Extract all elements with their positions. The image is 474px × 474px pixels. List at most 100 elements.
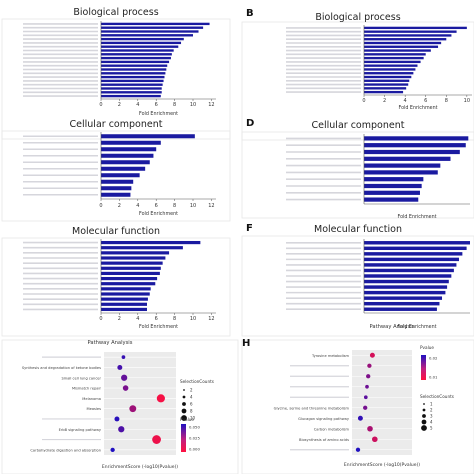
x-tick-label: 12	[208, 102, 214, 108]
bar	[364, 38, 447, 41]
bar	[101, 166, 146, 171]
pathway-dot	[110, 447, 115, 453]
pathway-label: Mismatch repair	[72, 387, 102, 391]
bar	[364, 45, 439, 48]
x-tick-label: 10	[190, 316, 196, 322]
x-tick-label: 6	[155, 316, 158, 322]
pathway-dot	[121, 355, 126, 359]
panel-letter: F	[246, 223, 253, 234]
bar-panel-4: Cellular component D Fold Enrichment	[241, 118, 474, 220]
pvalue-colorbar	[181, 424, 186, 452]
bar	[364, 53, 426, 56]
x-tick-label: 4	[136, 203, 139, 209]
x-axis-label: EnrichmentScore (-log10(Pvalue))	[344, 462, 420, 468]
pathway-dot	[152, 435, 161, 444]
pvalue-tick-label: 0.025	[189, 435, 200, 440]
bar	[364, 49, 431, 52]
legend-size-label: 6	[190, 401, 193, 406]
bar	[364, 241, 470, 245]
pathway-label: Melanoma	[82, 397, 101, 401]
pathway-dot	[114, 416, 120, 422]
bar	[364, 90, 404, 94]
x-tick-label: 10	[464, 98, 470, 104]
bar	[101, 60, 170, 64]
bar	[364, 285, 448, 289]
bar	[364, 263, 457, 267]
pathway-panel-2: Pathway Analysis H Tyrosine metabolism Glyc…	[241, 324, 474, 474]
bar-panel-2: Biological process B 0 2 4 6 8 10 Fold Enrichmen…	[241, 8, 474, 141]
x-axis-label: EnrichmentScore (-log10(Pvalue))	[102, 464, 178, 470]
bar	[101, 173, 140, 178]
panel-frame	[241, 235, 474, 337]
bar	[101, 72, 166, 75]
bar	[101, 160, 150, 165]
bar	[364, 72, 414, 75]
x-tick-label: 6	[424, 98, 427, 104]
legend-pvalue-title: Pvalue	[180, 417, 194, 422]
bar	[364, 301, 440, 306]
bar	[101, 83, 163, 86]
bar	[101, 297, 148, 301]
x-axis-label: Fold Enrichment	[397, 214, 436, 220]
bar	[101, 64, 168, 67]
bar	[101, 30, 199, 33]
bar	[364, 87, 407, 90]
pathway-dot	[129, 405, 137, 413]
bar	[364, 197, 419, 202]
panel-title: Pathway Analysis	[88, 340, 133, 346]
bar	[364, 274, 452, 278]
pathway-panel-1: Pathway Analysis Synthesis and degradatio…	[1, 339, 239, 474]
legend-counts-title: SelectionCounts	[420, 394, 454, 399]
panel-title: Biological process	[315, 12, 400, 23]
panel-title: Pathway Analysis	[370, 324, 415, 330]
x-axis-label: Fold Enrichment	[397, 324, 436, 330]
panel-frame	[241, 339, 474, 474]
pathway-label: ErbB signaling pathway	[59, 428, 102, 432]
bar	[101, 41, 182, 45]
panel-title: Molecular function	[314, 224, 402, 235]
x-tick-label: 0	[99, 203, 102, 209]
bar	[101, 276, 158, 281]
bar	[364, 252, 463, 256]
bar	[101, 34, 193, 37]
bar	[101, 147, 157, 152]
pathway-dot	[369, 352, 375, 358]
pathway-label: Glycine, serine and threonine metabolism	[274, 406, 350, 410]
panel-frame	[1, 130, 231, 222]
bar	[364, 34, 452, 37]
legend-size-label: 2	[430, 407, 433, 412]
bar	[101, 240, 201, 245]
legend-pvalue-title: Pvalue	[420, 345, 434, 350]
bar	[101, 49, 174, 52]
bar	[101, 22, 210, 26]
panel-letter: B	[246, 8, 254, 19]
bar	[364, 177, 424, 182]
legend-size-label: 4	[430, 419, 433, 424]
pathway-label: Tyrosine metabolism	[311, 354, 350, 358]
bar	[364, 307, 437, 311]
bar	[364, 83, 409, 86]
bar-panel-5: Molecular function 0 2 4 6 8 10 12 Fold Enrichme…	[1, 226, 231, 337]
legend-size-dot	[421, 419, 427, 425]
bar	[364, 143, 466, 148]
bar	[101, 179, 134, 184]
bar	[364, 26, 467, 30]
bar-panel-6: Molecular function F Fold Enrichment	[241, 223, 474, 337]
x-tick-label: 12	[208, 203, 214, 209]
x-tick-label: 6	[155, 102, 158, 108]
pathway-dot	[363, 395, 368, 400]
bar	[364, 79, 410, 82]
legend-size-label: 8	[190, 408, 193, 413]
pathway-dot	[357, 415, 363, 421]
x-axis-label: Fold Enrichment	[139, 211, 178, 217]
x-tick-label: 0	[99, 316, 102, 322]
x-axis-label: Fold Enrichment	[139, 324, 178, 330]
bar	[364, 149, 460, 155]
bar	[101, 56, 171, 60]
bar	[101, 261, 163, 265]
panel-letter: H	[242, 338, 250, 349]
bar	[364, 296, 443, 300]
plot-background	[104, 352, 176, 455]
bar	[101, 246, 183, 250]
